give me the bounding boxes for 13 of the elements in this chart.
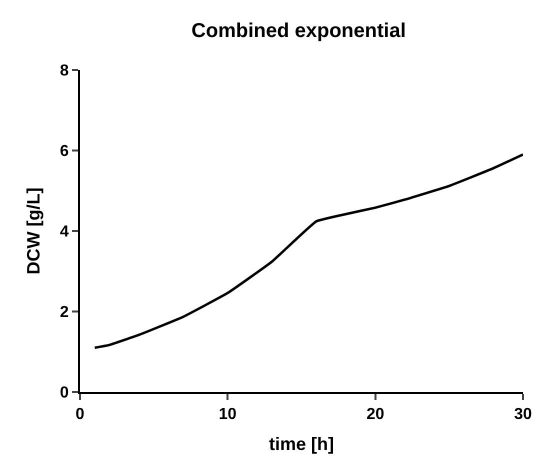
x-tick-label: 20 [366,406,384,424]
y-tick-label: 2 [60,304,69,322]
line-series [94,153,523,349]
y-tick-label: 6 [60,143,69,160]
x-tick-label: 30 [514,406,532,424]
y-tick-label: 8 [60,62,69,80]
y-axis-title: DCW [g/L] [24,188,44,274]
x-axis-title: time [h] [269,434,334,454]
y-tick-label: 0 [60,384,69,402]
x-tick-label: 10 [218,406,237,424]
y-tick-label: 4 [60,224,69,241]
chart-title: Combined exponential [191,20,406,42]
x-tick-label: 0 [76,406,85,424]
